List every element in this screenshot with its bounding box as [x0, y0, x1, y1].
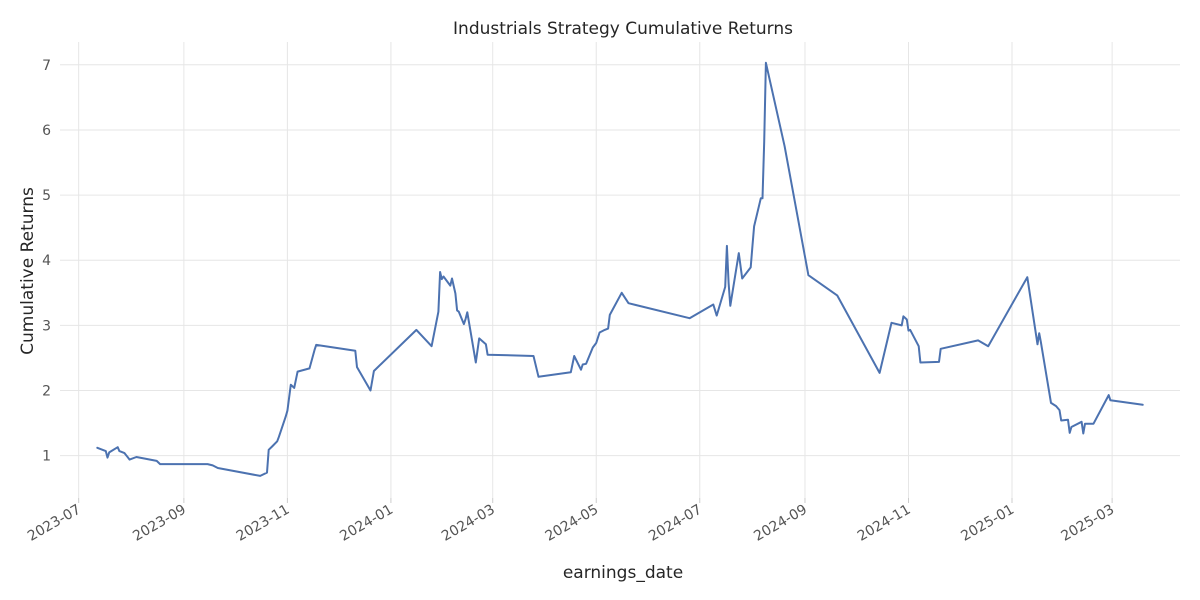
x-tick-label: 2024-03 — [439, 502, 498, 545]
x-tick-label: 2025-01 — [958, 502, 1017, 545]
x-axis-label: earnings_date — [563, 563, 683, 583]
series-group — [96, 61, 1144, 477]
x-tick-label: 2025-03 — [1058, 502, 1117, 545]
x-tick-label: 2024-01 — [337, 502, 396, 545]
x-tick-label: 2023-11 — [234, 502, 293, 545]
x-tick-label: 2023-07 — [25, 502, 84, 545]
chart-title: Industrials Strategy Cumulative Returns — [453, 19, 793, 39]
y-tick-label: 1 — [42, 449, 51, 465]
x-tick-label: 2024-09 — [751, 502, 810, 545]
x-tick-label: 2023-09 — [130, 502, 189, 545]
y-tick-label: 6 — [42, 123, 51, 139]
y-tick-label: 4 — [42, 253, 51, 269]
x-tick-label: 2024-05 — [543, 502, 602, 545]
y-tick-label: 3 — [42, 318, 51, 334]
y-axis: 1 2 3 4 5 6 7 — [42, 58, 51, 465]
y-axis-label: Cumulative Returns — [18, 187, 38, 355]
x-tick-label: 2024-11 — [855, 502, 914, 545]
y-tick-label: 5 — [42, 188, 51, 204]
y-tick-label: 7 — [42, 58, 51, 74]
series-line — [96, 61, 1144, 477]
x-tick-label: 2024-07 — [646, 502, 705, 545]
x-axis: 2023-07 2023-09 2023-11 2024-01 2024-03 2024-… — [25, 498, 1117, 545]
y-tick-label: 2 — [42, 384, 51, 400]
grid — [60, 42, 1180, 498]
